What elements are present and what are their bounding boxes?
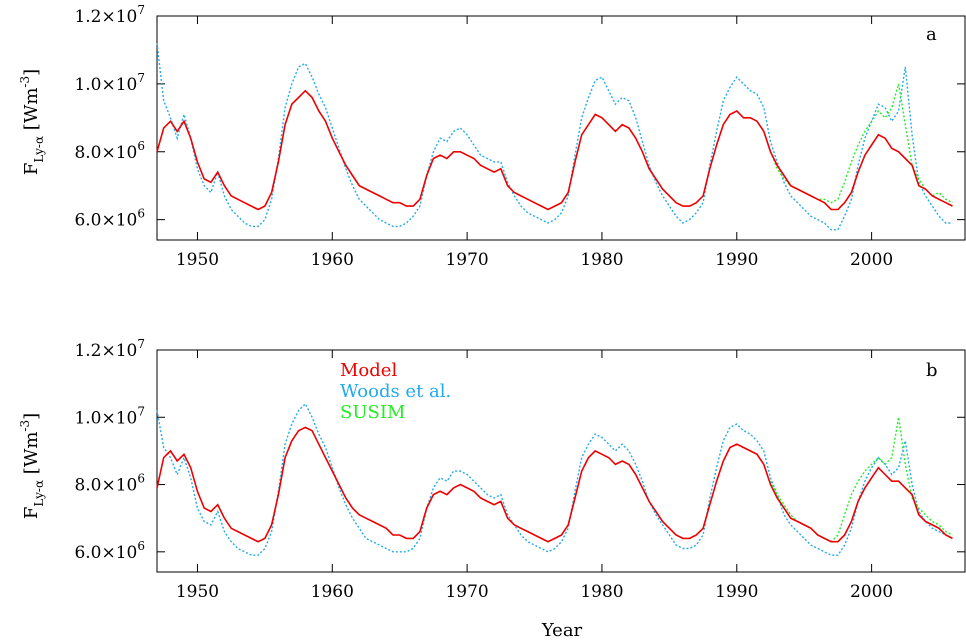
y-tick-label: 1.0×107 <box>74 404 145 428</box>
x-tick-label: 1980 <box>580 250 623 270</box>
x-tick-label: 1970 <box>445 582 488 602</box>
series-line-woods <box>156 402 953 556</box>
y-tick-label: 8.0×106 <box>74 472 145 496</box>
legend-entry-model: Model <box>340 360 397 381</box>
x-tick-label: 1950 <box>176 582 219 602</box>
y-tick-label: 8.0×106 <box>74 139 145 163</box>
plot-frame <box>156 349 966 573</box>
x-axis-label: Year <box>541 620 583 641</box>
y-axis-label: FLy-α [Wm-3] <box>18 69 46 175</box>
x-tick-label: 1970 <box>445 250 488 270</box>
plot-frame <box>156 15 966 241</box>
legend-entry-woods: Woods et al. <box>340 381 451 402</box>
x-tick-label: 1960 <box>311 250 354 270</box>
legend-entry-susim: SUSIM <box>340 402 405 423</box>
series-line-woods <box>156 43 953 231</box>
y-tick-label: 1.2×107 <box>74 3 145 27</box>
series-line-model <box>156 426 953 543</box>
panel-letter: a <box>926 24 937 45</box>
y-tick-label: 6.0×106 <box>74 207 145 231</box>
y-axis-label: FLy-α [Wm-3] <box>18 413 46 519</box>
y-tick-label: 1.2×107 <box>74 337 145 361</box>
panel-a: 1950 1960 1970 1980 1990 2000 1.2×107 1.0×107 8.… <box>18 3 966 270</box>
series-line-model <box>156 89 953 211</box>
panel-b: 1950 1960 1970 1980 1990 2000 1.2×107 1.0×107 8.… <box>18 337 966 602</box>
x-tick-label: 1990 <box>715 582 758 602</box>
x-tick-label: 2000 <box>850 582 893 602</box>
x-tick-label: 1960 <box>311 582 354 602</box>
panel-letter: b <box>926 360 938 381</box>
series-line-susim <box>769 417 953 543</box>
x-tick-label: 2000 <box>850 250 893 270</box>
series-line-susim <box>769 83 953 204</box>
x-tick-label: 1950 <box>176 250 219 270</box>
y-tick-label: 1.0×107 <box>74 71 145 95</box>
x-tick-label: 1980 <box>580 582 623 602</box>
x-tick-label: 1990 <box>715 250 758 270</box>
y-tick-label: 6.0×106 <box>74 539 145 563</box>
